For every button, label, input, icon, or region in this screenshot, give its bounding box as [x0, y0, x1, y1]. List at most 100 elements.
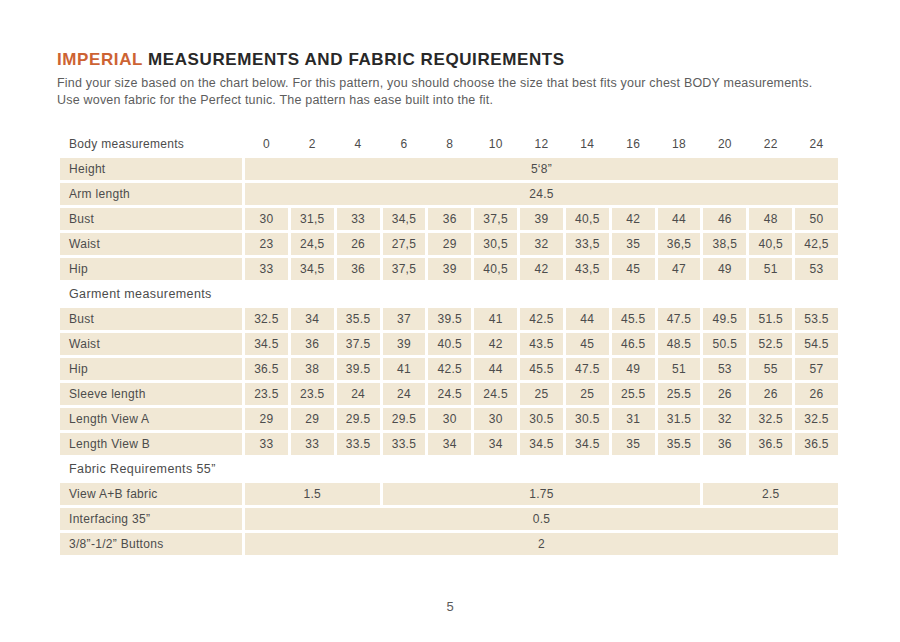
value-cell: 36.5 [795, 433, 838, 455]
value-cell: 39.5 [337, 358, 380, 380]
value-cell: 27,5 [383, 233, 426, 255]
size-column-header: 2 [291, 133, 334, 155]
row-label: Waist [60, 233, 242, 255]
page-title-accent: IMPERIAL [57, 50, 143, 69]
size-column-header: 6 [383, 133, 426, 155]
size-column-header: 20 [703, 133, 746, 155]
value-cell: 29.5 [337, 408, 380, 430]
value-cell: 30,5 [474, 233, 517, 255]
table-row: Waist34.53637.53940.54243.54546.548.550.… [60, 333, 838, 355]
value-cell: 42.5 [428, 358, 471, 380]
value-cell: 33 [245, 258, 288, 280]
value-cell: 33 [291, 433, 334, 455]
value-cell: 40,5 [749, 233, 792, 255]
value-cell: 51.5 [749, 308, 792, 330]
value-cell: 25 [520, 383, 563, 405]
value-cell: 23.5 [291, 383, 334, 405]
value-cell: 53 [703, 358, 746, 380]
value-cell: 44 [474, 358, 517, 380]
value-cell: 36 [703, 433, 746, 455]
value-cell: 45 [566, 333, 609, 355]
row-label: Sleeve length [60, 383, 242, 405]
row-label: Hip [60, 258, 242, 280]
value-cell: 40.5 [428, 333, 471, 355]
page-title-rest: MEASUREMENTS AND FABRIC REQUIREMENTS [148, 50, 565, 69]
merged-value-cell: 24.5 [245, 183, 838, 205]
table-row: View A+B fabric1.51.752.5 [60, 483, 838, 505]
value-cell: 34.5 [520, 433, 563, 455]
value-cell: 37 [383, 308, 426, 330]
intro-line-1: Find your size based on the chart below.… [57, 75, 838, 92]
value-cell: 34 [428, 433, 471, 455]
value-cell: 44 [658, 208, 701, 230]
value-cell: 26 [703, 383, 746, 405]
value-cell: 33.5 [337, 433, 380, 455]
value-cell: 46.5 [612, 333, 655, 355]
size-chart-table: Body measurements024681012141618202224He… [60, 133, 838, 555]
value-cell: 47.5 [658, 308, 701, 330]
table-header-row: Body measurements024681012141618202224 [60, 133, 838, 155]
value-cell: 29.5 [383, 408, 426, 430]
value-cell: 46 [703, 208, 746, 230]
merged-value-cell: 1.75 [383, 483, 701, 505]
row-label: Bust [60, 308, 242, 330]
value-cell: 36 [428, 208, 471, 230]
value-cell: 25.5 [612, 383, 655, 405]
table-row: Bust32.53435.53739.54142.54445.547.549.5… [60, 308, 838, 330]
table-row: Hip3334,53637,53940,54243,54547495153 [60, 258, 838, 280]
value-cell: 41 [383, 358, 426, 380]
value-cell: 32 [703, 408, 746, 430]
value-cell: 37.5 [337, 333, 380, 355]
value-cell: 26 [337, 233, 380, 255]
table-row: Interfacing 35”0.5 [60, 508, 838, 530]
value-cell: 41 [474, 308, 517, 330]
column-header-label: Body measurements [60, 133, 242, 155]
value-cell: 39.5 [428, 308, 471, 330]
merged-value-cell: 2 [245, 533, 838, 555]
value-cell: 47.5 [566, 358, 609, 380]
table-row: Sleeve length23.523.5242424.524.5252525.… [60, 383, 838, 405]
row-label: Waist [60, 333, 242, 355]
value-cell: 51 [749, 258, 792, 280]
size-column-header: 14 [566, 133, 609, 155]
size-column-header: 22 [749, 133, 792, 155]
value-cell: 36,5 [658, 233, 701, 255]
merged-value-cell: 2.5 [703, 483, 838, 505]
row-label: Height [60, 158, 242, 180]
value-cell: 42 [520, 258, 563, 280]
value-cell: 36.5 [245, 358, 288, 380]
value-cell: 30.5 [566, 408, 609, 430]
merged-value-cell: 0.5 [245, 508, 838, 530]
size-column-header: 8 [428, 133, 471, 155]
value-cell: 25.5 [658, 383, 701, 405]
value-cell: 50.5 [703, 333, 746, 355]
value-cell: 24.5 [474, 383, 517, 405]
value-cell: 39 [383, 333, 426, 355]
value-cell: 30 [428, 408, 471, 430]
value-cell: 32.5 [245, 308, 288, 330]
value-cell: 45.5 [520, 358, 563, 380]
table-row: Height5‘8” [60, 158, 838, 180]
value-cell: 45.5 [612, 308, 655, 330]
value-cell: 35 [612, 233, 655, 255]
value-cell: 48 [749, 208, 792, 230]
value-cell: 34.5 [566, 433, 609, 455]
row-label: Arm length [60, 183, 242, 205]
value-cell: 42,5 [795, 233, 838, 255]
row-label: 3/8”-1/2” Buttons [60, 533, 242, 555]
value-cell: 53 [795, 258, 838, 280]
value-cell: 39 [520, 208, 563, 230]
row-label: Interfacing 35” [60, 508, 242, 530]
value-cell: 32 [520, 233, 563, 255]
value-cell: 31 [612, 408, 655, 430]
value-cell: 52.5 [749, 333, 792, 355]
value-cell: 33 [245, 433, 288, 455]
section-header-row: Garment measurements [60, 283, 838, 305]
value-cell: 29 [291, 408, 334, 430]
value-cell: 30 [474, 408, 517, 430]
table-row: Waist2324,52627,52930,53233,53536,538,54… [60, 233, 838, 255]
row-label: View A+B fabric [60, 483, 242, 505]
merged-value-cell: 5‘8” [245, 158, 838, 180]
value-cell: 49 [612, 358, 655, 380]
value-cell: 57 [795, 358, 838, 380]
